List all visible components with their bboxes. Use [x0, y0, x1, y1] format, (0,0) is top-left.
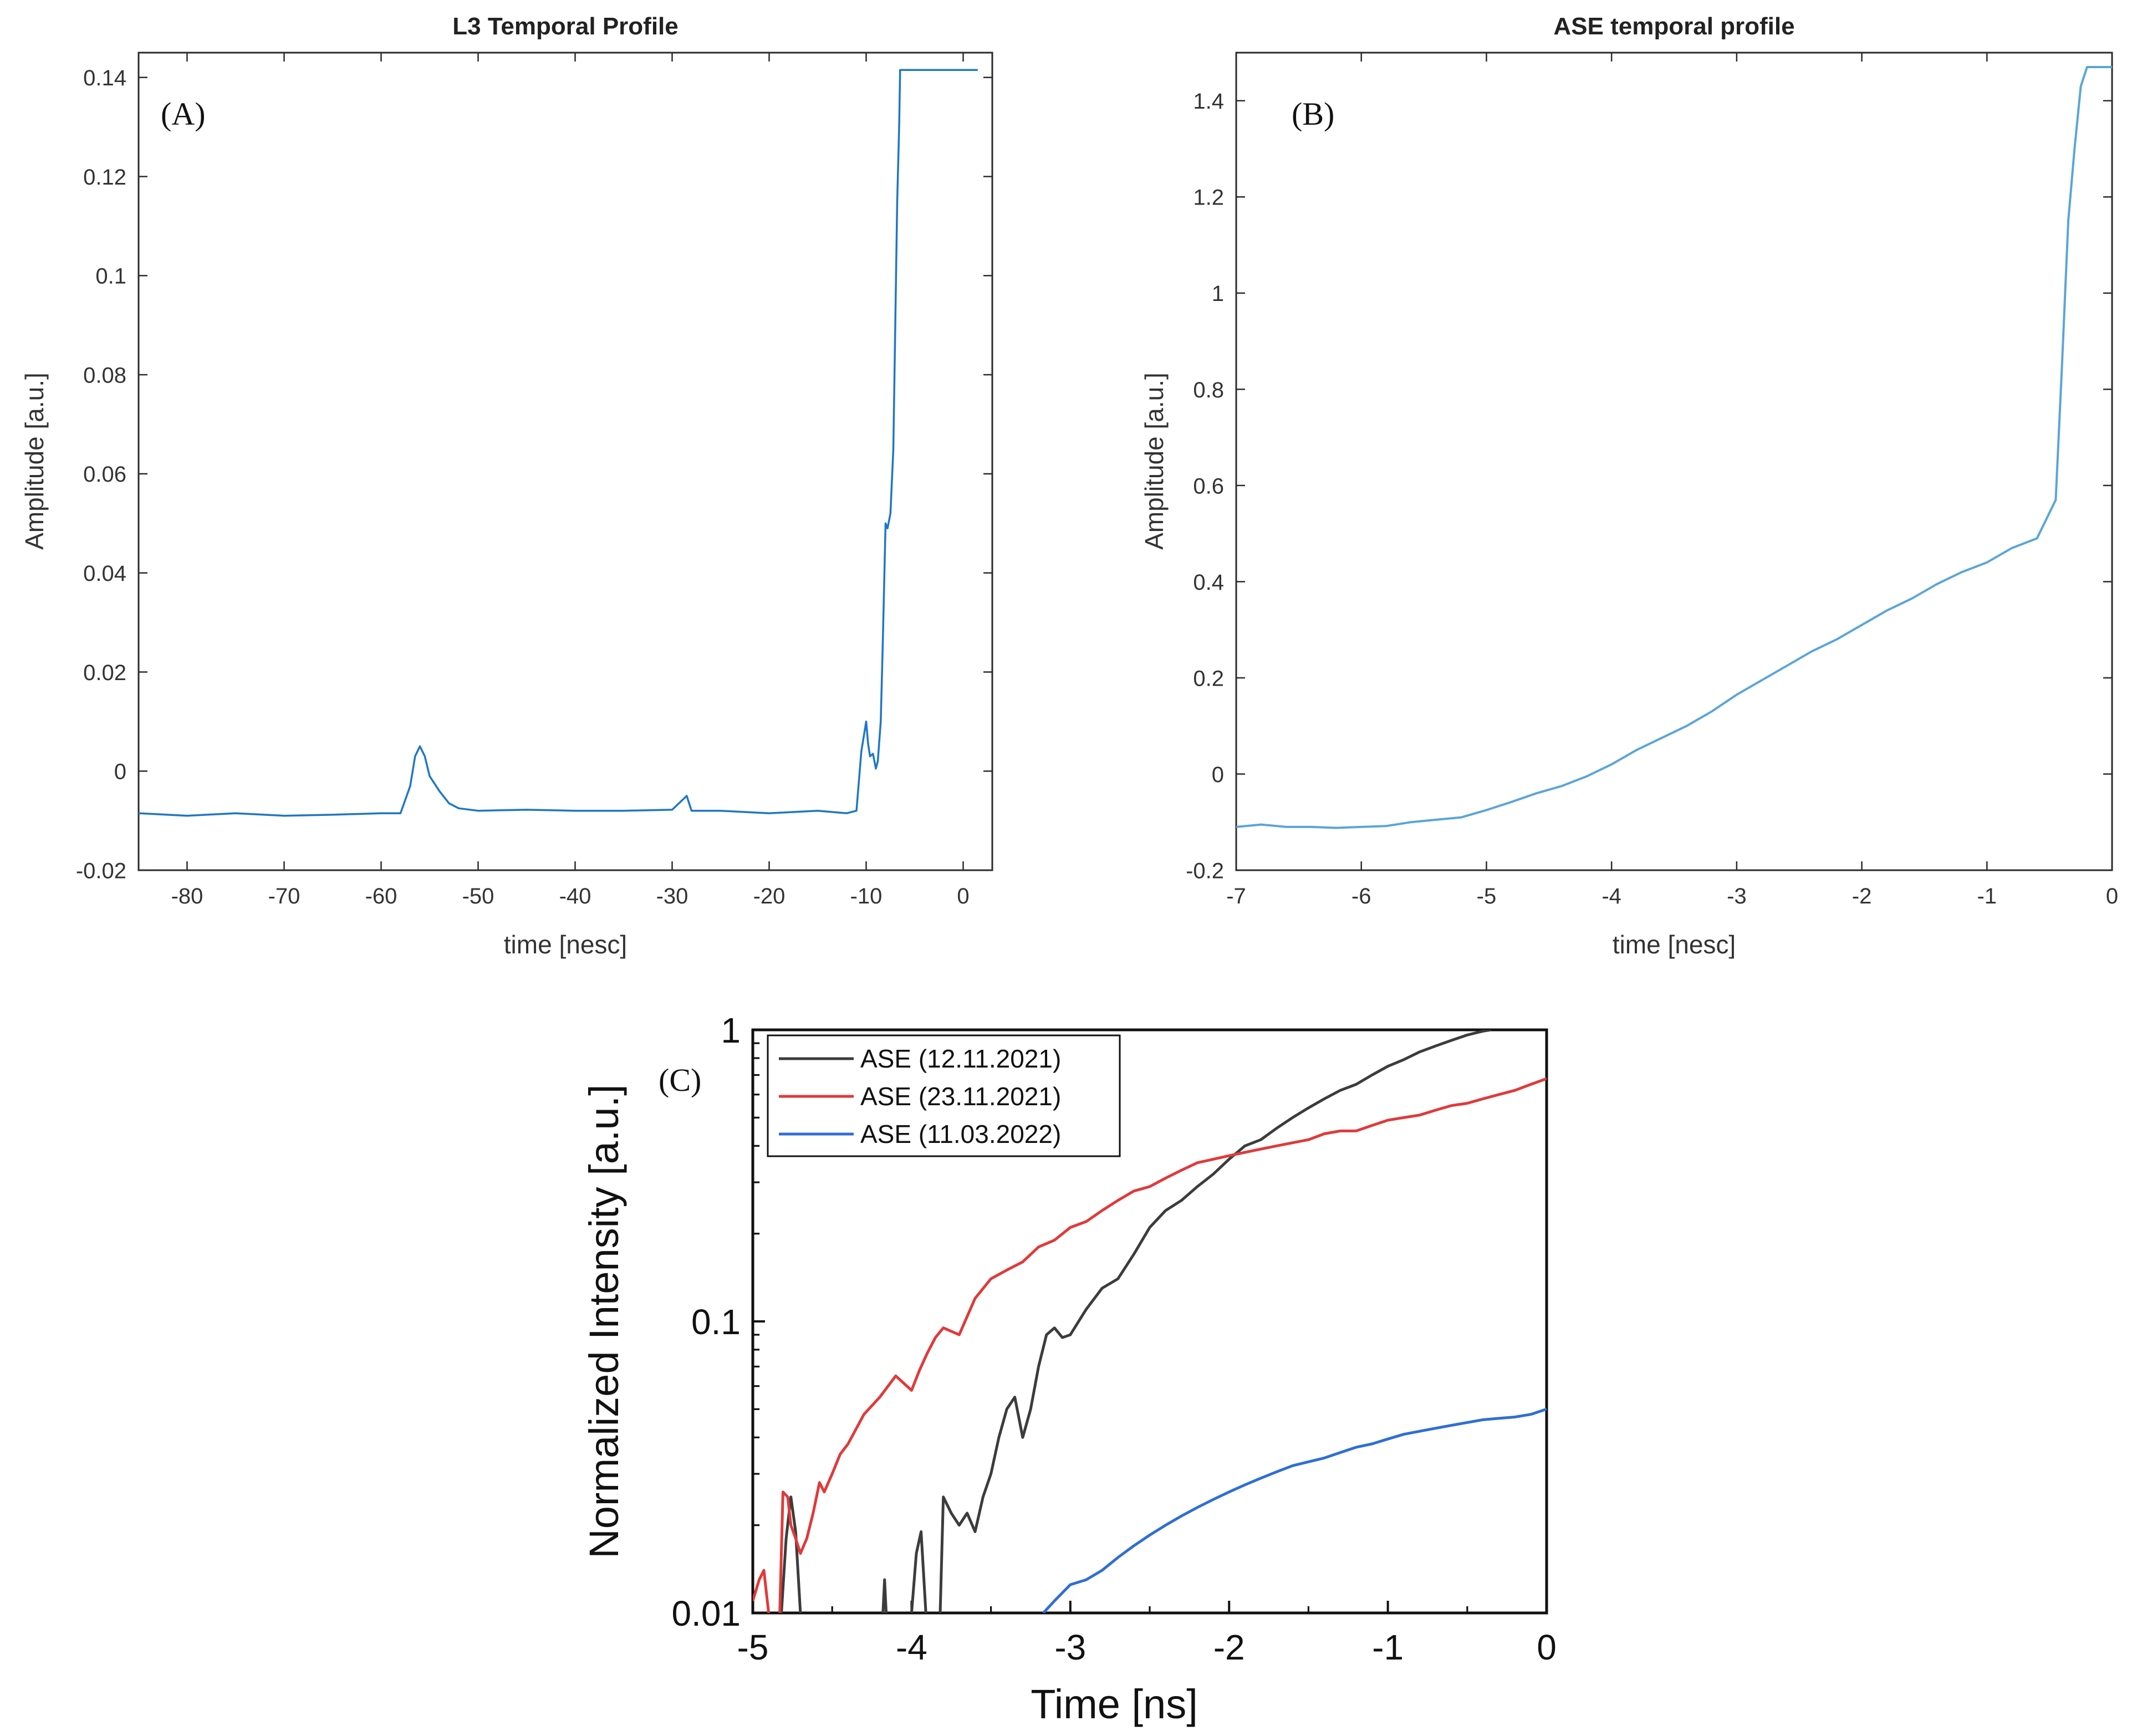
legend-label-1: ASE (12.11.2021): [860, 1044, 1061, 1073]
x-tick-label: -1: [1372, 1627, 1404, 1667]
x-tick-label: -2: [1852, 884, 1872, 908]
y-tick-label: 0.1: [95, 264, 126, 289]
y-tick-label: 1: [721, 1010, 741, 1050]
legend: ASE (12.11.2021) ASE (23.11.2021) ASE (1…: [767, 1034, 1121, 1157]
x-tick-label: -10: [850, 884, 883, 908]
series-line-3: [1042, 1407, 1547, 1613]
lines-a: [139, 69, 978, 817]
y-tick-label: -0.2: [1186, 859, 1224, 883]
y-axis-label-c: Normalized Intensity [a.u.]: [581, 1084, 627, 1558]
x-tick-label: -50: [462, 884, 494, 908]
panel-a-chart: L3 Temporal Profile (A) time [nesc] Ampl…: [20, 13, 993, 959]
series-line-1-segment-2: [881, 1578, 888, 1613]
y-tick-label: 1.4: [1193, 89, 1224, 114]
y-tick-label: 1: [1212, 282, 1224, 306]
lines-b: [1236, 66, 2112, 829]
panel-label-b: (B): [1292, 96, 1334, 132]
x-axis-label-c: Time [ns]: [1031, 1681, 1198, 1727]
y-tick-label: -0.02: [76, 859, 126, 883]
ticks-a: -80 -70 -60 -50 -40 -30 -20 -10 0 -0.02 0 0.02 0.04 0…: [76, 53, 992, 908]
y-tick-label: 0.08: [83, 363, 126, 387]
y-axis-label-b: Amplitude [a.u.]: [1140, 372, 1169, 550]
x-tick-label: -6: [1351, 884, 1371, 908]
x-tick-label: -1: [1977, 884, 1997, 908]
x-axis-label-a: time [nesc]: [504, 930, 627, 959]
chart-title-b: ASE temporal profile: [1553, 13, 1794, 40]
series-line-1: [1236, 66, 2112, 829]
x-tick-label: -7: [1226, 884, 1246, 908]
x-tick-label: -4: [896, 1627, 927, 1667]
y-tick-label: 0.6: [1193, 474, 1224, 498]
legend-label-3: ASE (11.03.2022): [860, 1120, 1061, 1148]
x-tick-label: -30: [656, 884, 688, 908]
series-line-1-segment-1: [780, 1495, 802, 1613]
panel-c-chart: (C) Time [ns] Normalized Intensity [a.u.…: [581, 1010, 1557, 1727]
y-axis-label-a: Amplitude [a.u.]: [20, 372, 49, 550]
x-tick-label: 0: [1537, 1627, 1557, 1667]
plot-area-b: [1235, 52, 2113, 871]
panel-b-chart: ASE temporal profile (B) time [nesc] Amp…: [1140, 13, 2118, 959]
chart-title-a: L3 Temporal Profile: [452, 13, 679, 40]
legend-label-2: ASE (23.11.2021): [860, 1082, 1061, 1111]
panel-label-c: (C): [659, 1062, 701, 1098]
x-axis-label-b: time [nesc]: [1613, 930, 1736, 959]
y-tick-label: 0.14: [83, 66, 126, 90]
y-tick-label: 0.1: [691, 1302, 741, 1342]
y-tick-label: 0.12: [83, 165, 126, 190]
x-tick-label: -5: [1477, 884, 1497, 908]
series-line-1: [139, 69, 978, 817]
y-tick-label: 0.04: [83, 561, 126, 586]
x-tick-label: -40: [559, 884, 591, 908]
lines-c: [753, 1030, 1547, 1613]
y-tick-label: 1.2: [1193, 186, 1224, 210]
y-tick-label: 0.4: [1193, 570, 1224, 595]
ticks-b: -7 -6 -5 -4 -3 -2 -1 0 -0.2 0 0.2 0.4 0.6 0.8 1 1.2 1.4: [1186, 53, 2118, 908]
y-tick-label: 0.01: [671, 1594, 741, 1633]
x-tick-label: -70: [268, 884, 300, 908]
x-tick-label: -80: [171, 884, 203, 908]
y-tick-label: 0: [1212, 763, 1224, 787]
x-tick-label: -3: [1727, 884, 1747, 908]
x-tick-label: 0: [957, 884, 969, 908]
x-tick-label: -2: [1213, 1627, 1245, 1667]
series-line-1-segment-3: [910, 1530, 927, 1613]
panel-label-a: (A): [161, 96, 206, 132]
series-line-2-segment-2: [778, 1077, 1547, 1613]
series-line-2-segment-1: [753, 1569, 771, 1613]
ticks-c: -5 -4 -3 -2 -1 0 0.01 0.1 1: [671, 1010, 1556, 1667]
x-tick-label: -20: [753, 884, 786, 908]
y-tick-label: 0.06: [83, 462, 126, 487]
x-tick-label: -4: [1602, 884, 1621, 908]
x-tick-label: -3: [1054, 1627, 1086, 1667]
x-tick-label: -60: [365, 884, 397, 908]
x-tick-label: 0: [2106, 884, 2118, 908]
y-tick-label: 0.02: [83, 661, 126, 685]
y-tick-label: 0.2: [1193, 666, 1224, 691]
x-tick-label: -5: [737, 1627, 769, 1667]
series-line-1-segment-4: [939, 1030, 1492, 1613]
y-tick-label: 0.8: [1193, 378, 1224, 402]
y-tick-label: 0: [114, 760, 126, 784]
plot-area-a: [137, 52, 993, 871]
